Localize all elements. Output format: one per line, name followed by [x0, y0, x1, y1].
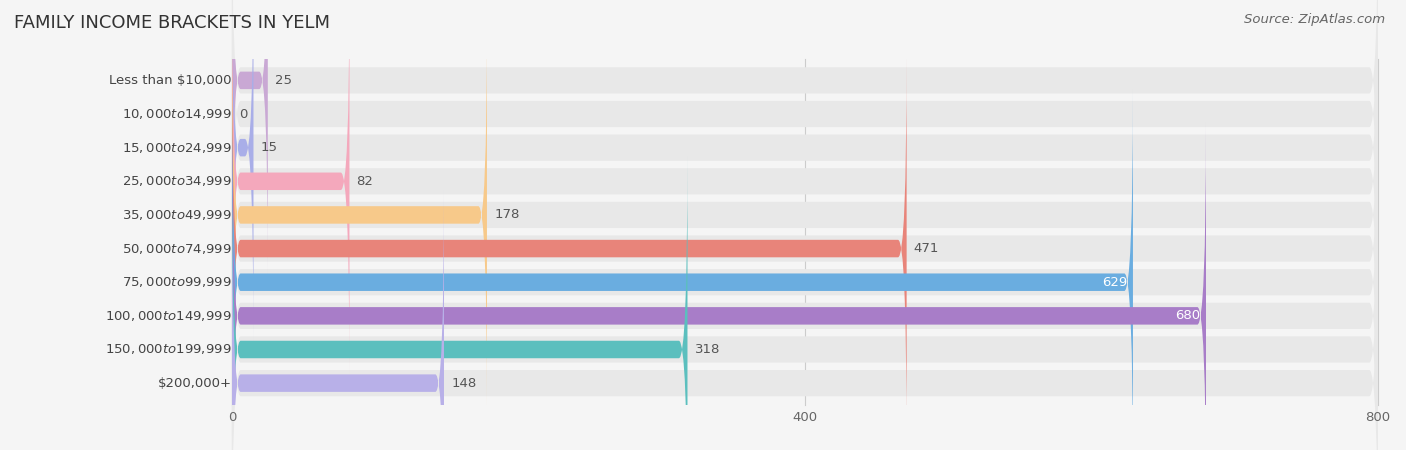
FancyBboxPatch shape — [232, 161, 1378, 450]
Text: 318: 318 — [695, 343, 720, 356]
Text: $50,000 to $74,999: $50,000 to $74,999 — [122, 242, 232, 256]
Text: Less than $10,000: Less than $10,000 — [110, 74, 232, 87]
Text: $35,000 to $49,999: $35,000 to $49,999 — [122, 208, 232, 222]
FancyBboxPatch shape — [232, 0, 1378, 336]
Text: 25: 25 — [276, 74, 292, 87]
Text: $200,000+: $200,000+ — [157, 377, 232, 390]
FancyBboxPatch shape — [232, 127, 1378, 450]
Text: 0: 0 — [239, 108, 247, 121]
Text: $15,000 to $24,999: $15,000 to $24,999 — [122, 141, 232, 155]
FancyBboxPatch shape — [232, 89, 1133, 450]
FancyBboxPatch shape — [232, 0, 267, 274]
FancyBboxPatch shape — [232, 123, 1206, 450]
Text: 15: 15 — [260, 141, 277, 154]
FancyBboxPatch shape — [232, 0, 1378, 303]
FancyBboxPatch shape — [232, 0, 350, 374]
FancyBboxPatch shape — [232, 194, 1378, 450]
Text: $150,000 to $199,999: $150,000 to $199,999 — [105, 342, 232, 356]
Text: $100,000 to $149,999: $100,000 to $149,999 — [105, 309, 232, 323]
Text: 82: 82 — [357, 175, 374, 188]
FancyBboxPatch shape — [232, 26, 1378, 404]
Text: 680: 680 — [1175, 309, 1201, 322]
FancyBboxPatch shape — [232, 190, 444, 450]
FancyBboxPatch shape — [232, 157, 688, 450]
Text: $10,000 to $14,999: $10,000 to $14,999 — [122, 107, 232, 121]
FancyBboxPatch shape — [232, 0, 253, 341]
Text: 148: 148 — [451, 377, 477, 390]
FancyBboxPatch shape — [232, 0, 1378, 269]
FancyBboxPatch shape — [232, 94, 1378, 450]
FancyBboxPatch shape — [232, 60, 1378, 437]
Text: Source: ZipAtlas.com: Source: ZipAtlas.com — [1244, 14, 1385, 27]
Text: $25,000 to $34,999: $25,000 to $34,999 — [122, 174, 232, 188]
FancyBboxPatch shape — [232, 55, 907, 441]
Text: 629: 629 — [1102, 276, 1128, 289]
Text: FAMILY INCOME BRACKETS IN YELM: FAMILY INCOME BRACKETS IN YELM — [14, 14, 330, 32]
FancyBboxPatch shape — [232, 0, 1378, 370]
Text: 471: 471 — [914, 242, 939, 255]
FancyBboxPatch shape — [232, 22, 486, 408]
Text: 178: 178 — [494, 208, 519, 221]
Text: $75,000 to $99,999: $75,000 to $99,999 — [122, 275, 232, 289]
